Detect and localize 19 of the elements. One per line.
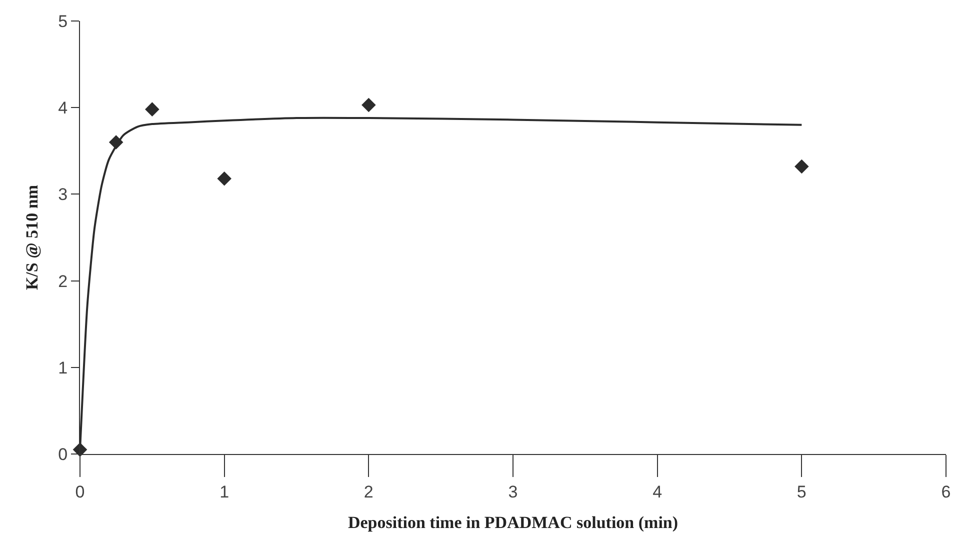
y-axis-title: K/S @ 510 nm bbox=[22, 184, 42, 290]
point bbox=[794, 159, 809, 174]
y-tick-label: 5 bbox=[58, 12, 68, 31]
x-axis-title: Deposition time in PDADMAC solution (min) bbox=[348, 512, 678, 532]
y-tick-label: 3 bbox=[58, 185, 68, 204]
y-tick-label: 2 bbox=[58, 272, 68, 291]
y-tick-label: 0 bbox=[58, 444, 68, 464]
x-tick-label: 2 bbox=[364, 482, 374, 502]
x-tick-label: 1 bbox=[220, 482, 230, 502]
point bbox=[362, 98, 376, 112]
point bbox=[217, 171, 232, 186]
x-tick-label: 3 bbox=[508, 482, 518, 502]
x-tick-label: 4 bbox=[652, 482, 662, 502]
x-tick-label: 0 bbox=[75, 482, 85, 502]
point bbox=[145, 102, 160, 116]
y-tick-label: 1 bbox=[58, 358, 68, 378]
y-tick-label: 4 bbox=[58, 98, 68, 118]
x-tick-label: 6 bbox=[941, 482, 951, 502]
x-tick-label: 5 bbox=[796, 482, 806, 502]
